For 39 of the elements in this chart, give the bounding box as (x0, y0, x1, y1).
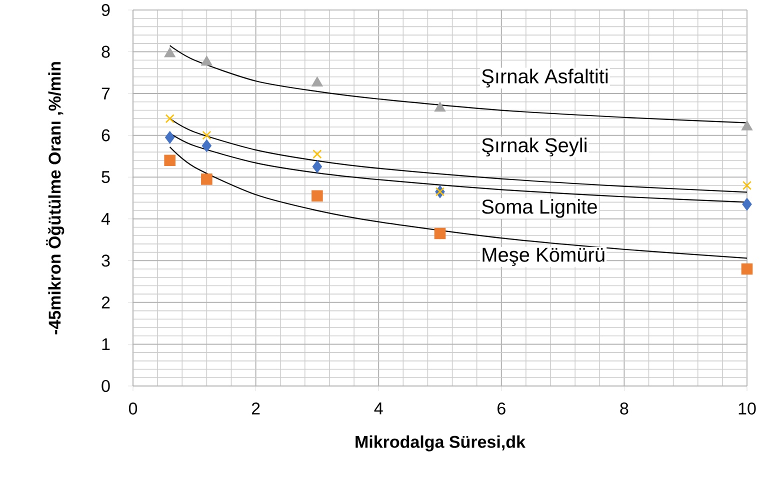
point (434, 228, 446, 240)
y-tick-label: 9 (102, 4, 110, 16)
x-axis-title: Mikrodalga Süresi,dk (356, 435, 526, 452)
point (164, 48, 176, 58)
x-tick-label: 0 (128, 402, 138, 415)
x-tick-label: 2 (252, 402, 260, 414)
x-tick-label: 8 (620, 402, 628, 415)
point (201, 56, 212, 66)
point (164, 154, 176, 166)
text: Şırnak Asfaltiti (482, 68, 608, 88)
point (202, 130, 212, 140)
line-series (169, 118, 748, 193)
y-tick-label: 0 (102, 380, 110, 392)
point (742, 180, 752, 190)
point (312, 160, 322, 173)
point (312, 150, 322, 159)
series-label: Soma Lignite (482, 199, 597, 218)
y-axis-title: -45mikron Öğütülme Oranı ,%/min (46, 62, 64, 334)
series-label: Meşe Kömürü (482, 248, 604, 266)
point (741, 263, 753, 275)
y-tick-label: 7 (102, 88, 110, 100)
y-tick-label: 2 (102, 296, 110, 308)
x-tick-label: 10 (738, 402, 756, 415)
point (165, 114, 174, 124)
point (165, 131, 175, 144)
text: Şırnak Şeyli (482, 138, 586, 156)
point (202, 140, 212, 152)
point (312, 190, 323, 202)
point (201, 174, 212, 185)
x-tick-label: 4 (374, 402, 383, 414)
y-tick-label: 8 (102, 46, 110, 58)
x-tick-label: 6 (498, 402, 506, 415)
y-tick-label: 5 (102, 171, 110, 184)
y-tick-label: 4 (101, 213, 110, 225)
y-tick-label: 6 (102, 129, 110, 142)
y-tick-label: 1 (102, 338, 110, 350)
y-tick-label: 3 (102, 254, 110, 267)
point (434, 102, 446, 112)
point (312, 76, 323, 87)
